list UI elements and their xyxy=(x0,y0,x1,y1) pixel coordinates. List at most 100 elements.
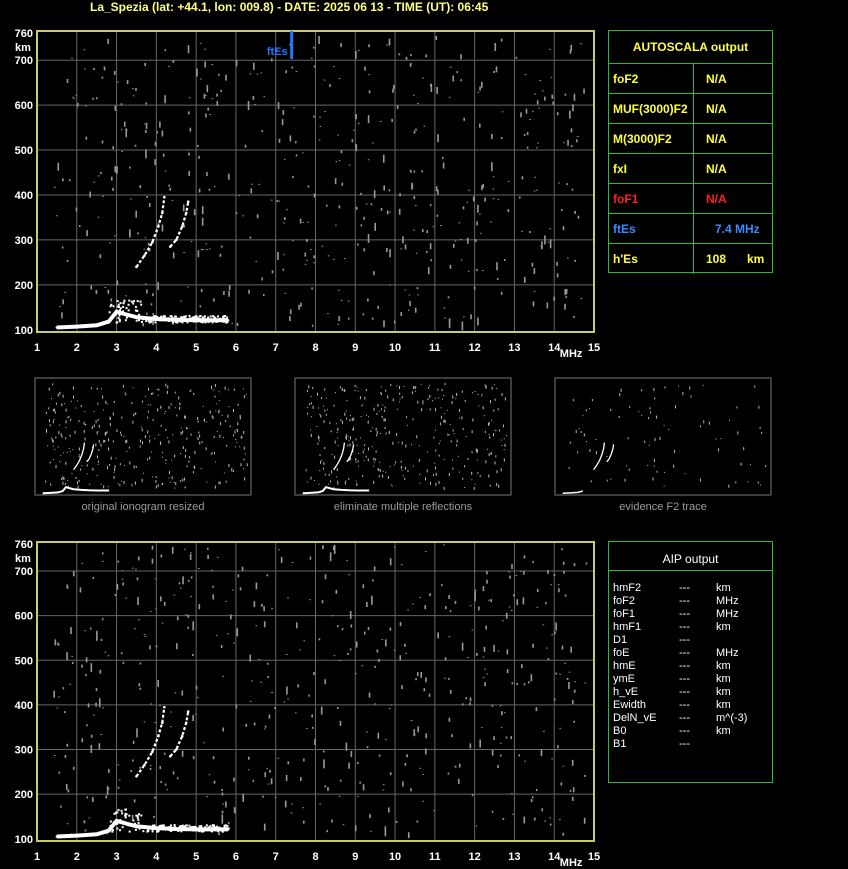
trace-point xyxy=(118,318,121,321)
noise-dot xyxy=(212,298,215,300)
noise-dot xyxy=(263,621,266,628)
trace-point xyxy=(115,309,118,312)
trace-point xyxy=(151,316,154,319)
thumbnail-noise xyxy=(97,431,99,433)
thumbnail-noise xyxy=(168,477,170,479)
x-tick-label: 15 xyxy=(588,851,600,863)
noise-dot xyxy=(250,188,253,194)
thumbnail-noise xyxy=(383,418,385,422)
thumbnail-noise xyxy=(653,465,655,467)
autoscala-param-value: N/A xyxy=(706,192,727,206)
trace-point xyxy=(179,317,182,320)
noise-dot xyxy=(384,639,387,647)
trace-point xyxy=(116,321,119,324)
thumbnail-noise xyxy=(58,431,60,435)
aip-row: foF2 --- MHz xyxy=(613,595,773,608)
thumbnail-noise xyxy=(74,430,76,434)
trace-0 xyxy=(56,309,228,330)
noise-dot xyxy=(373,190,376,199)
noise-dot xyxy=(389,284,392,286)
noise-dot xyxy=(523,570,525,575)
noise-dot xyxy=(319,803,321,805)
trace-point xyxy=(111,830,114,833)
noise-dot xyxy=(339,720,342,726)
noise-dot xyxy=(222,675,225,677)
noise-dot xyxy=(311,287,313,290)
thumbnail-noise xyxy=(67,416,69,418)
thumbnail-noise xyxy=(398,385,400,389)
thumbnail-noise xyxy=(340,419,342,422)
thumbnail-noise xyxy=(194,465,196,469)
noise-dot xyxy=(64,291,66,293)
noise-dot xyxy=(318,139,321,141)
thumbnail-noise xyxy=(212,418,214,420)
noise-dot xyxy=(544,820,546,822)
y-tick-label: 200 xyxy=(15,280,33,292)
noise-dot xyxy=(327,786,329,791)
autoscala-param-value: 108 xyxy=(706,252,727,266)
thumbnail-noise xyxy=(59,391,61,395)
thumbnail-noise xyxy=(412,418,414,421)
noise-dot xyxy=(336,625,339,628)
noise-dot xyxy=(419,596,422,598)
thumbnail-noise xyxy=(337,444,339,446)
thumbnail-noise xyxy=(166,390,168,394)
thumbnail-noise xyxy=(211,415,213,418)
noise-dot xyxy=(262,795,264,798)
noise-dot xyxy=(428,693,431,697)
noise-dot xyxy=(406,754,408,758)
thumbnail-noise xyxy=(54,411,56,414)
trace-point xyxy=(135,319,138,322)
noise-dot xyxy=(65,783,68,790)
thumbnail-noise xyxy=(110,417,112,420)
thumbnail-noise xyxy=(235,429,237,431)
thumbnail-noise xyxy=(736,406,738,409)
noise-dot xyxy=(347,317,350,320)
noise-dot xyxy=(377,305,380,309)
thumbnail-noise xyxy=(78,455,80,458)
thumbnail-noise xyxy=(462,477,464,480)
thumbnail-noise xyxy=(157,408,159,412)
thumbnail-noise xyxy=(396,432,398,436)
thumbnail-noise xyxy=(650,411,652,414)
trace-point xyxy=(186,200,190,204)
noise-dot xyxy=(525,108,528,114)
noise-dot xyxy=(290,812,293,814)
thumbnail-noise xyxy=(404,477,406,480)
thumbnail-noise xyxy=(180,427,182,429)
noise-dot xyxy=(462,206,465,210)
noise-dot xyxy=(85,136,88,140)
thumbnail-noise xyxy=(365,455,367,458)
thumbnail-noise xyxy=(110,456,112,460)
noise-dot xyxy=(70,627,72,635)
noise-dot xyxy=(507,209,510,213)
thumbnail-noise xyxy=(182,446,184,450)
noise-dot xyxy=(479,123,481,128)
noise-dot xyxy=(209,114,212,116)
noise-dot xyxy=(187,45,190,54)
thumbnail-noise xyxy=(214,485,216,489)
noise-dot xyxy=(402,781,404,787)
trace-point xyxy=(211,321,214,324)
thumbnail-noise xyxy=(334,455,336,459)
noise-dot xyxy=(414,205,417,207)
noise-dot xyxy=(271,607,273,609)
thumbnail-noise xyxy=(414,390,416,392)
thumbnail-noise xyxy=(199,434,201,438)
noise-dot xyxy=(470,314,472,320)
thumbnail-noise xyxy=(224,386,226,390)
trace-point xyxy=(206,320,209,323)
trace-point xyxy=(207,316,210,319)
thumbnail-noise xyxy=(395,461,397,464)
thumbnail-noise xyxy=(188,460,190,463)
thumbnail-noise xyxy=(367,458,369,462)
trace-point xyxy=(226,319,230,322)
noise-dot xyxy=(367,159,370,161)
thumbnail-noise xyxy=(109,416,111,420)
autoscala-param-label: foF1 xyxy=(613,192,639,206)
thumbnail-noise xyxy=(402,475,404,477)
thumbnail-noise xyxy=(52,409,54,412)
noise-dot xyxy=(129,166,131,169)
noise-dot xyxy=(92,576,95,579)
noise-dot xyxy=(550,584,552,586)
